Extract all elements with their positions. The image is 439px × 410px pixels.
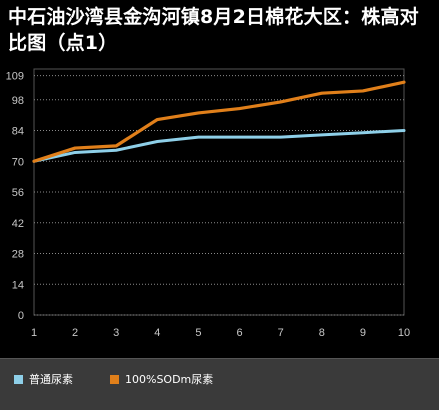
y-tick-label: 14	[12, 279, 24, 291]
data-point	[197, 111, 200, 115]
series-line-2	[32, 80, 406, 163]
y-tick-label: 109	[6, 71, 24, 83]
data-point	[156, 118, 159, 121]
y-tick-label: 0	[18, 310, 24, 322]
legend-label: 100%SODm尿素	[125, 373, 214, 386]
y-tick-label: 84	[12, 126, 24, 138]
legend-label: 普通尿素	[29, 373, 73, 386]
data-point	[32, 160, 36, 163]
data-point	[320, 91, 323, 95]
x-tick-label: 7	[278, 327, 284, 339]
data-point	[402, 80, 406, 84]
legend-item-series-2[interactable]: 100%SODm尿素	[110, 371, 213, 387]
legend: 普通尿素 100%SODm尿素	[0, 358, 439, 410]
x-tick-label: 2	[72, 327, 78, 339]
y-tick-label: 56	[12, 187, 24, 199]
y-tick-label: 98	[12, 95, 24, 107]
x-tick-label: 6	[236, 327, 242, 339]
y-tick-label: 70	[12, 156, 24, 168]
data-point	[73, 146, 77, 150]
data-point	[402, 129, 406, 132]
data-point	[115, 144, 118, 148]
data-point	[238, 107, 241, 110]
series-line-1	[32, 129, 406, 163]
x-tick-label: 1	[31, 327, 37, 339]
data-point	[279, 100, 282, 104]
data-point	[279, 135, 282, 139]
plot-frame	[33, 68, 405, 316]
data-point	[320, 133, 323, 137]
data-point	[361, 131, 365, 134]
data-point	[197, 135, 200, 139]
legend-item-series-1[interactable]: 普通尿素	[14, 371, 73, 387]
y-tick-label: 28	[12, 249, 24, 261]
data-point	[115, 149, 118, 152]
chart-title: 中石油沙湾县金沟河镇8月2日棉花大区：株高对比图（点1）	[8, 6, 419, 54]
series-layer	[32, 80, 406, 163]
x-tick-label: 3	[113, 327, 119, 339]
data-point	[156, 140, 159, 143]
grid-layer	[33, 68, 405, 316]
y-tick-label: 42	[12, 218, 24, 230]
x-tick-label: 10	[398, 327, 410, 339]
data-point	[238, 135, 241, 139]
x-tick-label: 8	[319, 327, 325, 339]
data-point	[361, 89, 365, 93]
x-tick-label: 5	[195, 327, 201, 339]
x-tick-label: 9	[360, 327, 366, 339]
x-tick-label: 4	[154, 327, 160, 339]
legend-swatch	[110, 374, 119, 384]
legend-swatch	[14, 374, 23, 384]
data-point	[73, 151, 77, 154]
